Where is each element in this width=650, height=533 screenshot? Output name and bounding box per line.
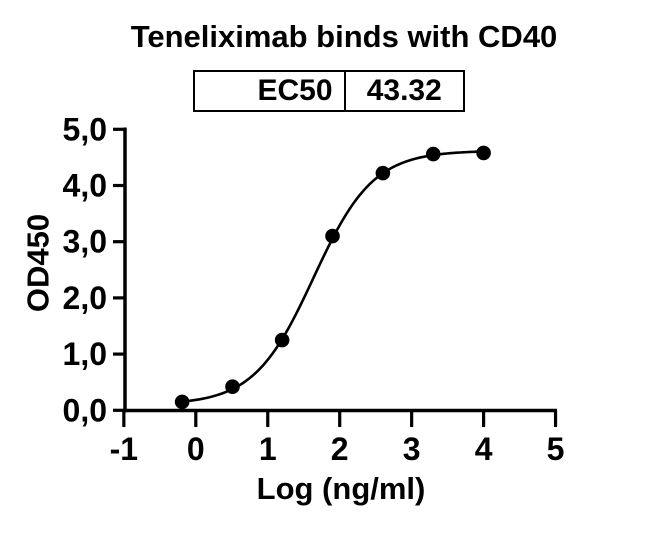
x-axis-title: Log (ng/ml) — [256, 471, 426, 506]
y-tick-label: 0,0 — [63, 392, 107, 428]
y-tick-label: 5,0 — [63, 111, 107, 147]
ec50-table: EC50 43.32 — [193, 70, 465, 112]
ec50-value-cell: 43.32 — [343, 72, 464, 110]
ec50-label-cell: EC50 — [257, 74, 333, 107]
y-tick-label: 1,0 — [63, 336, 107, 372]
fit-curve — [181, 150, 484, 403]
y-tick-label: 2,0 — [63, 280, 107, 316]
data-point — [476, 145, 491, 161]
data-point — [225, 379, 240, 394]
x-tick-label: 5 — [547, 431, 565, 467]
data-point — [425, 146, 441, 162]
x-tick-label: -1 — [110, 431, 138, 467]
data-point — [325, 228, 340, 244]
data-point — [174, 394, 190, 410]
y-tick-label: 3,0 — [63, 224, 107, 260]
chart-title: Teneliximab binds with CD40 — [130, 19, 558, 54]
x-tick-label: 3 — [403, 431, 421, 467]
y-axis-title: OD450 — [20, 213, 56, 313]
data-point — [274, 332, 290, 348]
x-tick-label: 0 — [187, 431, 205, 467]
y-tick-label: 4,0 — [63, 168, 107, 204]
x-tick-label: 1 — [259, 431, 277, 467]
x-tick-label: 4 — [475, 431, 493, 467]
data-point — [375, 165, 391, 181]
x-tick-label: 2 — [331, 431, 349, 467]
